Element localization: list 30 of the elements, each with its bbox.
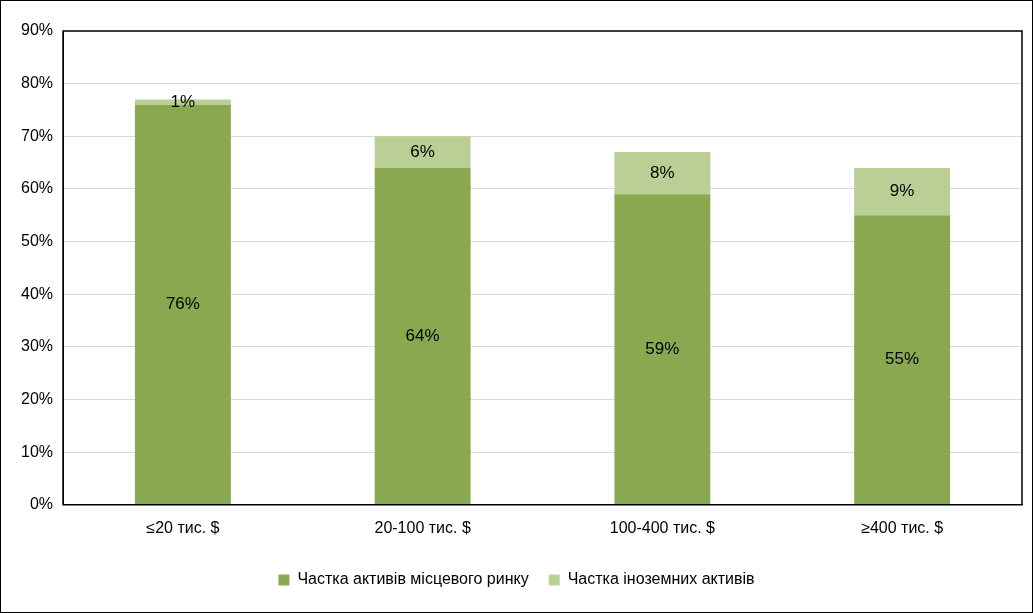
data-label: 1%: [170, 91, 196, 111]
data-label: 76%: [165, 294, 200, 314]
bar: [374, 136, 471, 168]
bar: [614, 152, 711, 195]
bar: [854, 215, 951, 505]
y-tick-label: 80%: [20, 74, 54, 92]
y-tick-label: 50%: [20, 231, 54, 249]
y-tick-label: 0%: [29, 495, 54, 513]
x-tick-label: 100-400 тис. $: [609, 518, 716, 536]
x-tick-label: ≥400 тис. $: [861, 518, 944, 536]
data-label: 9%: [889, 181, 915, 201]
legend-label: Частка активів місцевого ринку: [297, 570, 529, 588]
bar: [374, 167, 471, 505]
y-tick-label: 20%: [20, 389, 54, 407]
x-tick-label: ≤20 тис. $: [146, 518, 220, 536]
y-tick-label: 40%: [20, 284, 54, 302]
bar: [854, 167, 951, 216]
x-tick-label: 20-100 тис. $: [374, 518, 471, 536]
y-tick-label: 60%: [20, 179, 54, 197]
bar: [614, 194, 711, 505]
legend-label: Частка іноземних активів: [567, 570, 755, 588]
y-tick-label: 70%: [20, 126, 54, 144]
data-label: 55%: [885, 349, 920, 369]
data-label: 8%: [650, 162, 675, 182]
data-label: 59%: [645, 338, 680, 358]
y-tick-label: 10%: [20, 442, 54, 460]
y-tick-label: 30%: [20, 337, 54, 355]
y-tick-label: 90%: [20, 21, 54, 39]
data-label: 6%: [410, 141, 435, 161]
data-label: 64%: [405, 325, 440, 345]
